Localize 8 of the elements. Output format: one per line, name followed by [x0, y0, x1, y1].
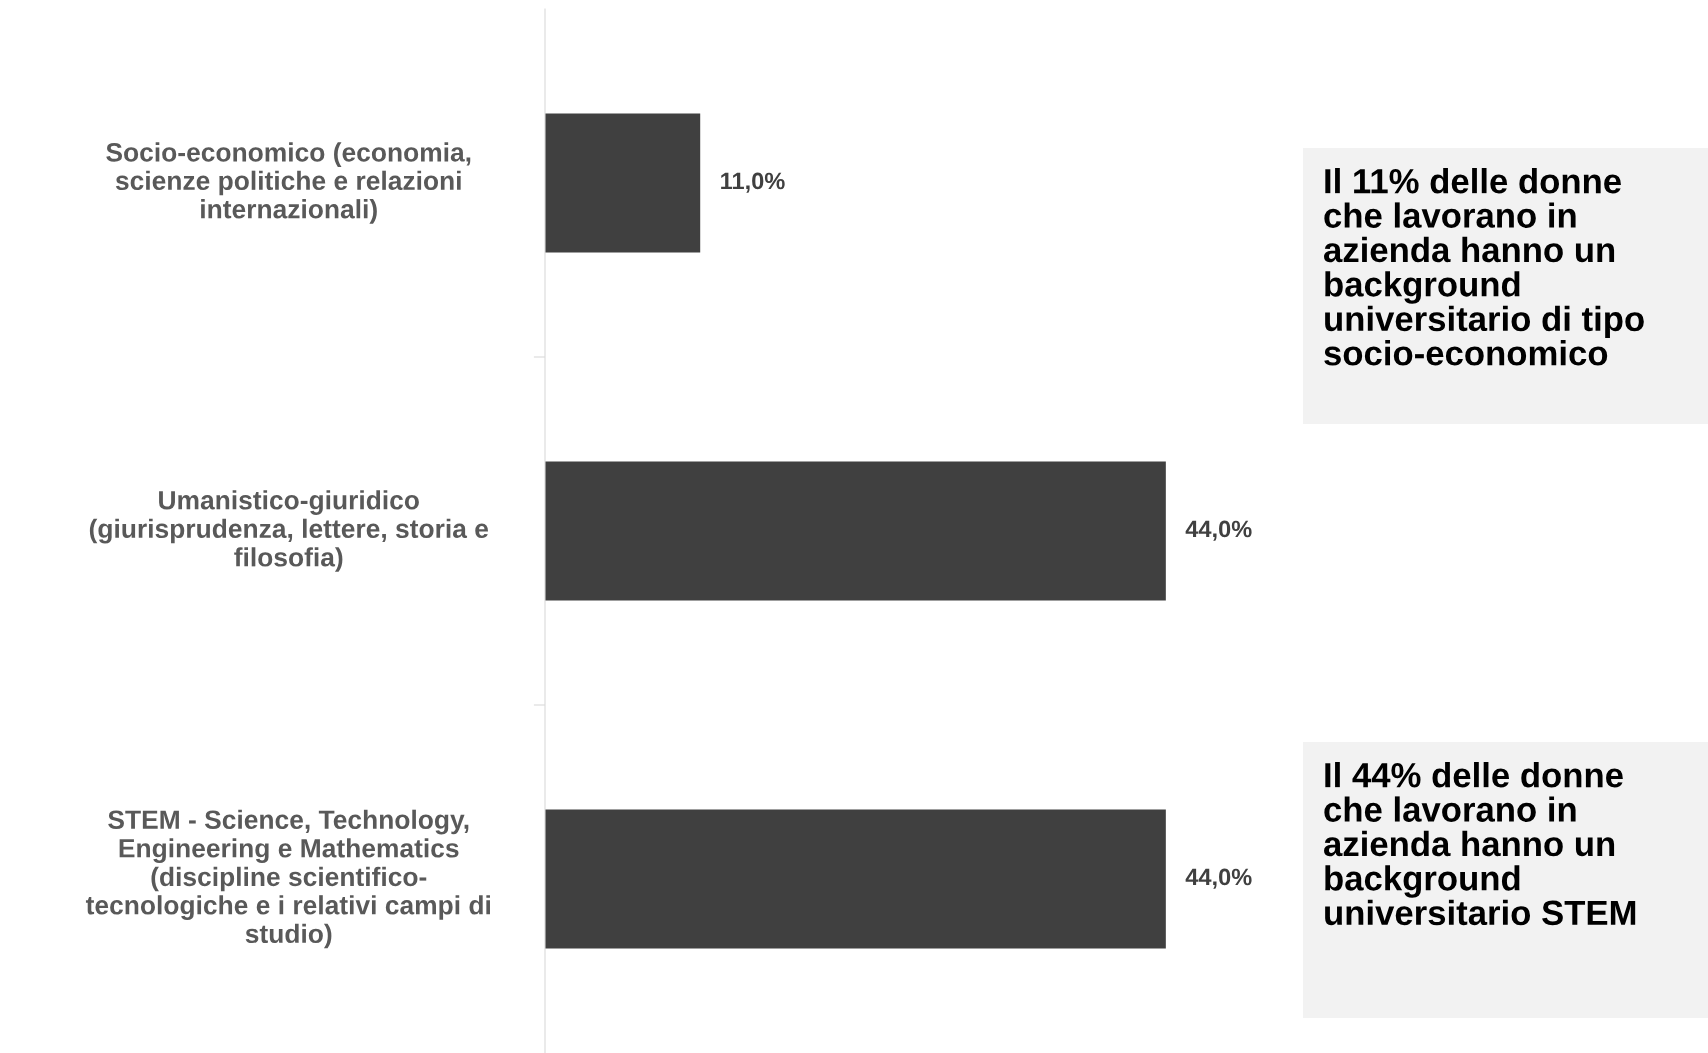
- y-tick-label: STEM - Science, Technology, Engineering e Mathematics (discipline scientifico- tecnologiche e i relativi campi di studio): [85, 809, 490, 949]
- text: Il 44% delle donne che lavorano in azienda hanno un background universitario STEM: [1324, 762, 1636, 926]
- text: Il 11% delle donne che lavorano in azienda hanno un background universitario di tipo socio-economico: [1324, 168, 1644, 366]
- data-label: 44,0%: [1185, 868, 1252, 889]
- data-label: 11,0%: [721, 172, 785, 193]
- y-tick-label: Umanistico-giuridico (giurisprudenza, lettere, storia e filosofia): [89, 490, 488, 572]
- y-tick-label: Socio-economico (economia, scienze politiche e relazioni internazionali): [106, 142, 471, 224]
- data-label: 44,0%: [1185, 520, 1252, 541]
